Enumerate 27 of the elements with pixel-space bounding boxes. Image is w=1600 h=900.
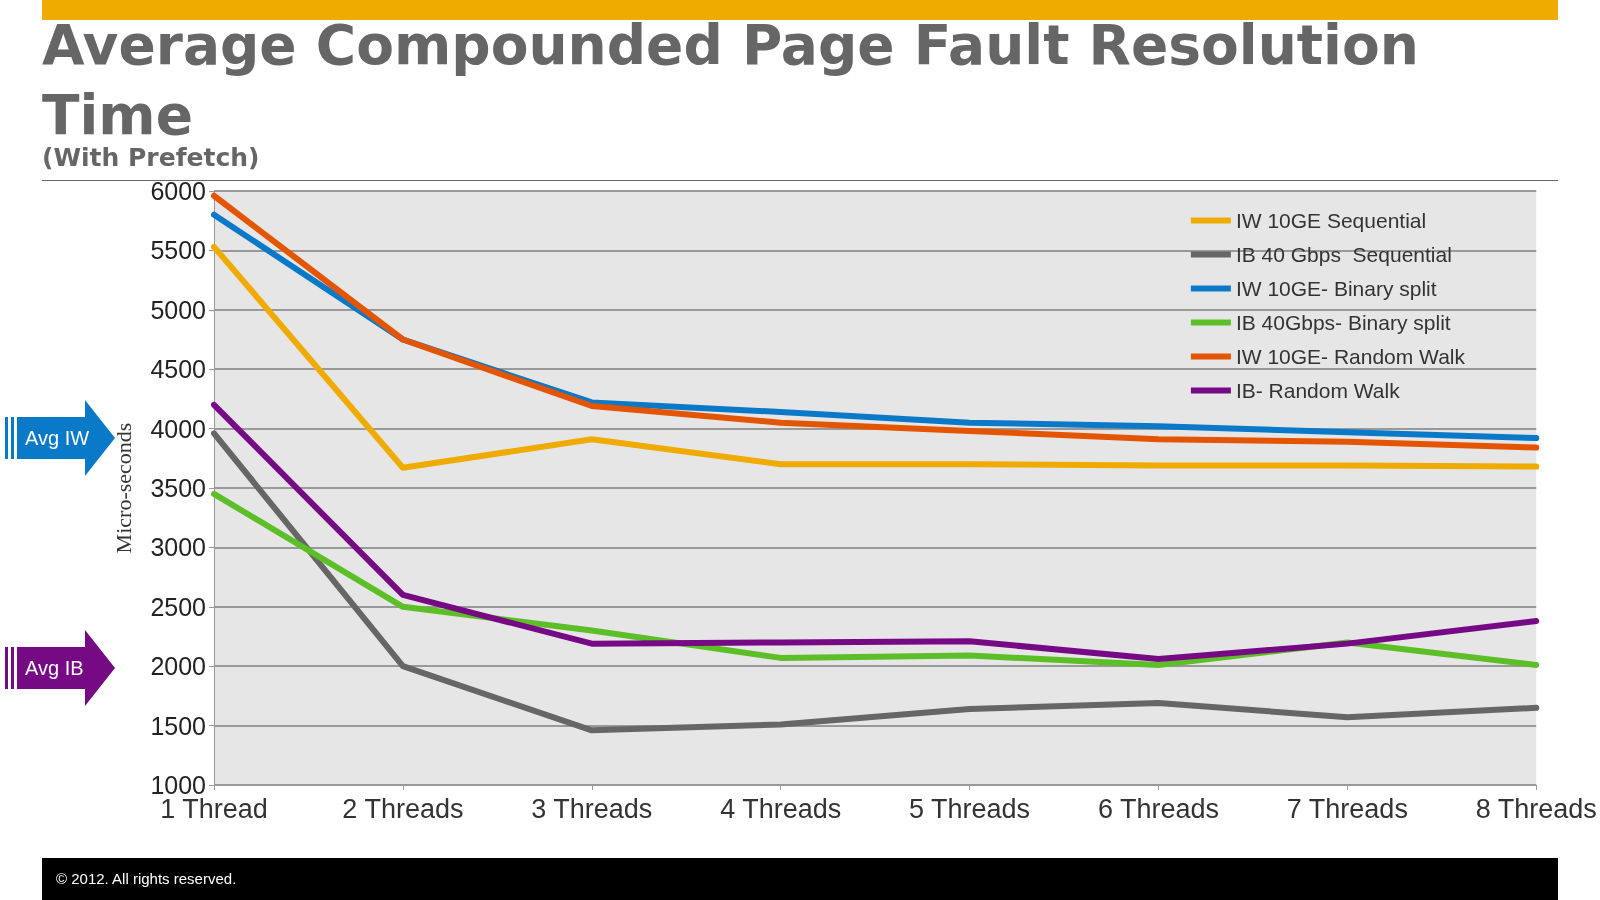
text: © 2012. All rights reserved.	[42, 858, 1558, 900]
legend-label: IW 10GE- Binary split	[1235, 277, 1437, 300]
y-tick-label: 3500	[150, 474, 206, 502]
y-axis-title: Micro-seconds	[110, 422, 136, 554]
x-tick-label: 8 Threads	[1475, 793, 1597, 824]
x-tick-label: 3 Threads	[531, 793, 653, 824]
y-tick-label: 3000	[150, 533, 206, 562]
x-tick-label: 6 Threads	[1097, 793, 1219, 824]
text: Avg IW	[25, 426, 90, 451]
legend-label: IW 10GE- Random Walk	[1235, 345, 1466, 368]
legend-label: IW 10GE Sequential	[1235, 209, 1427, 232]
y-tick-label: 6000	[150, 177, 206, 205]
y-tick-label: 1500	[150, 711, 206, 740]
y-tick-label: 2500	[150, 592, 206, 621]
y-tick-label: 2000	[150, 652, 206, 681]
y-tick-label: 4500	[150, 355, 206, 384]
x-tick-label: 4 Threads	[720, 793, 842, 824]
legend-label: IB- Random Walk	[1235, 379, 1401, 402]
legend-label: IB 40Gbps- Binary split	[1235, 311, 1451, 334]
text: Avg IB	[25, 656, 84, 681]
x-tick-label: 2 Threads	[342, 793, 464, 824]
legend-label: IB 40 Gbps Sequential	[1235, 243, 1452, 266]
y-tick-label: 5500	[150, 236, 206, 265]
y-tick-label: 5000	[150, 295, 206, 324]
y-tick-label: 4000	[150, 414, 206, 443]
x-tick-label: 7 Threads	[1286, 793, 1408, 824]
x-tick-label: 5 Threads	[909, 793, 1031, 824]
